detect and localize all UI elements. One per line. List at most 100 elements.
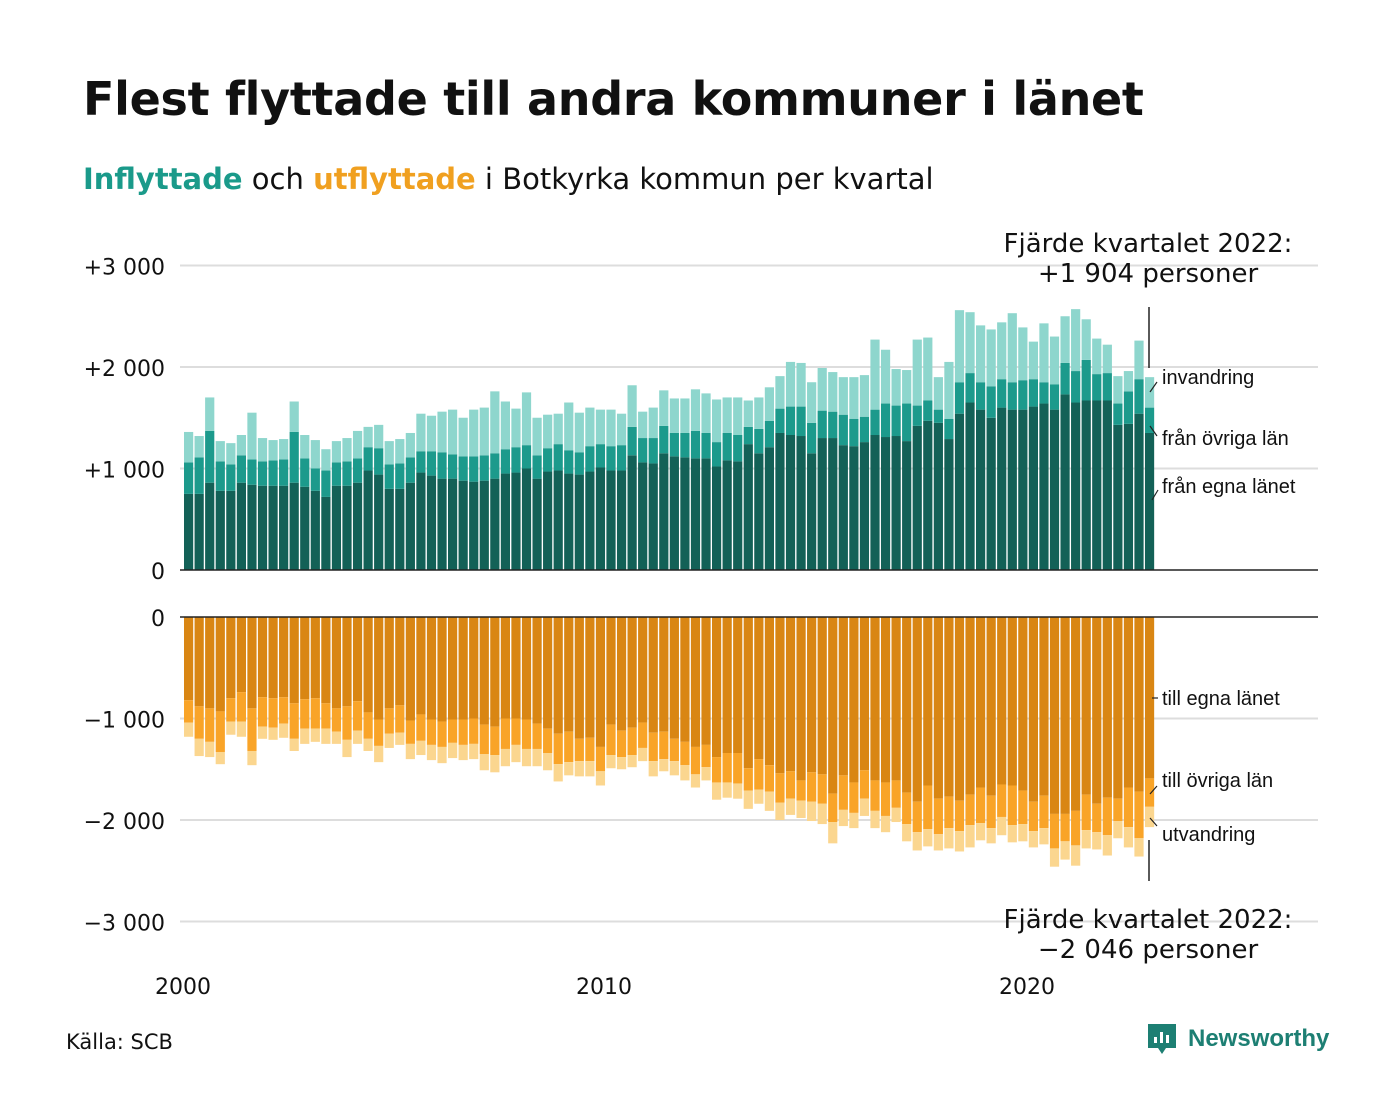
bar-inflyttade-segment [1081, 400, 1091, 571]
bar-inflyttade-segment [933, 409, 943, 423]
bar-utflyttade-segment [490, 726, 500, 756]
bar-utflyttade-segment [247, 750, 257, 766]
bar-inflyttade-segment [701, 458, 711, 570]
bar-utflyttade-segment [395, 617, 405, 706]
bar-utflyttade-segment [627, 727, 637, 756]
bar-inflyttade-segment [659, 390, 669, 426]
bar-inflyttade-segment [321, 470, 331, 497]
bar-inflyttade-segment [458, 480, 468, 570]
bar-utflyttade-segment [997, 784, 1007, 817]
bar-utflyttade-segment [912, 801, 922, 833]
bar-utflyttade-segment [997, 816, 1007, 836]
bar-inflyttade-segment [1071, 402, 1081, 570]
bar-utflyttade-segment [595, 771, 606, 786]
bar-inflyttade-segment [553, 413, 563, 445]
bar-utflyttade-segment [437, 721, 447, 747]
bar-inflyttade-segment [891, 436, 901, 570]
bar-utflyttade-segment [616, 757, 627, 770]
bar-inflyttade-segment [543, 414, 553, 449]
bar-utflyttade-segment [1144, 806, 1155, 828]
bar-utflyttade-segment [1049, 617, 1060, 814]
bar-inflyttade-segment [997, 407, 1007, 570]
bar-inflyttade-segment [374, 448, 384, 475]
bar-utflyttade-segment [606, 617, 616, 725]
bar-inflyttade-segment [1113, 403, 1123, 425]
bar-utflyttade-segment [574, 761, 584, 777]
bar-inflyttade-segment [838, 414, 848, 446]
bottom-y-tick-label: −2 000 [84, 810, 165, 835]
bar-inflyttade-segment [712, 442, 722, 467]
bar-inflyttade-segment [923, 420, 933, 570]
bar-inflyttade-segment [405, 432, 415, 458]
bar-utflyttade-segment [933, 617, 943, 799]
bar-inflyttade-segment [680, 398, 690, 433]
bar-utflyttade-segment [205, 708, 215, 742]
bottom-y-tick-label: −3 000 [84, 912, 165, 937]
bar-inflyttade-segment [965, 312, 975, 374]
subtitle-och: och [242, 162, 314, 196]
bar-inflyttade-segment [680, 432, 690, 458]
bar-utflyttade-segment [532, 723, 542, 749]
bar-inflyttade-segment [226, 443, 236, 465]
bar-utflyttade-segment [648, 761, 658, 777]
bar-utflyttade-segment [543, 617, 553, 729]
bar-utflyttade-segment [458, 719, 468, 745]
bar-inflyttade-segment [849, 418, 859, 447]
chart-area: 0 +1 000 +2 000 +3 000 0 −1 000 −2 000 −3 000 20… [84, 229, 1318, 1000]
bar-inflyttade-segment [902, 441, 912, 571]
bar-utflyttade-segment [426, 744, 437, 761]
bar-utflyttade-segment [743, 768, 753, 791]
bar-utflyttade-segment [458, 744, 468, 761]
bar-utflyttade-segment [363, 712, 373, 739]
bar-utflyttade-segment [331, 731, 342, 744]
bar-utflyttade-segment [236, 692, 246, 722]
bar-utflyttade-segment [976, 617, 986, 788]
bar-utflyttade-segment [849, 782, 859, 813]
bar-utflyttade-segment [521, 719, 532, 749]
bar-utflyttade-segment [616, 617, 627, 731]
bar-utflyttade-segment [754, 759, 764, 790]
bar-utflyttade-segment [236, 721, 246, 737]
bar-inflyttade-segment [754, 397, 764, 429]
bar-inflyttade-segment [300, 435, 310, 459]
bar-inflyttade-segment [690, 430, 701, 459]
bar-utflyttade-segment [680, 765, 690, 781]
bar-inflyttade-segment [859, 442, 870, 570]
bar-inflyttade-segment [1060, 362, 1070, 395]
bar-utflyttade-segment [606, 724, 616, 756]
bar-inflyttade-segment [363, 426, 373, 448]
bar-inflyttade-segment [448, 478, 458, 570]
bar-inflyttade-segment [1144, 432, 1155, 571]
bar-utflyttade-segment [912, 617, 922, 802]
bar-inflyttade-segment [321, 449, 331, 471]
bar-utflyttade-segment [838, 617, 848, 776]
bar-utflyttade-segment [321, 617, 331, 704]
bar-inflyttade-segment [965, 373, 975, 403]
bar-inflyttade-segment [490, 453, 500, 479]
bar-inflyttade-segment [712, 466, 722, 570]
bar-utflyttade-segment [1028, 831, 1038, 848]
bar-utflyttade-segment [912, 832, 922, 851]
bar-utflyttade-segment [564, 731, 574, 763]
bar-inflyttade-segment [289, 431, 299, 483]
bar-utflyttade-segment [933, 798, 943, 835]
bar-inflyttade-segment [553, 444, 563, 471]
bar-utflyttade-segment [712, 782, 722, 800]
bar-utflyttade-segment [785, 617, 796, 772]
bar-inflyttade-segment [500, 401, 510, 450]
bar-inflyttade-segment [405, 457, 415, 483]
bar-inflyttade-segment [807, 382, 817, 423]
bar-inflyttade-segment [849, 446, 859, 570]
bar-utflyttade-segment [205, 617, 215, 709]
bar-inflyttade-segment [1049, 384, 1060, 410]
bar-utflyttade-segment [1113, 617, 1123, 799]
bar-inflyttade-segment [405, 482, 415, 570]
bar-inflyttade-segment [638, 438, 648, 463]
bar-utflyttade-segment [1092, 803, 1102, 833]
bar-inflyttade-segment [205, 430, 215, 483]
bar-utflyttade-segment [1007, 617, 1017, 786]
series-label-leader [1149, 425, 1158, 437]
bar-utflyttade-segment [712, 757, 722, 783]
bar-inflyttade-segment [416, 472, 426, 570]
bar-utflyttade-segment [268, 617, 278, 699]
